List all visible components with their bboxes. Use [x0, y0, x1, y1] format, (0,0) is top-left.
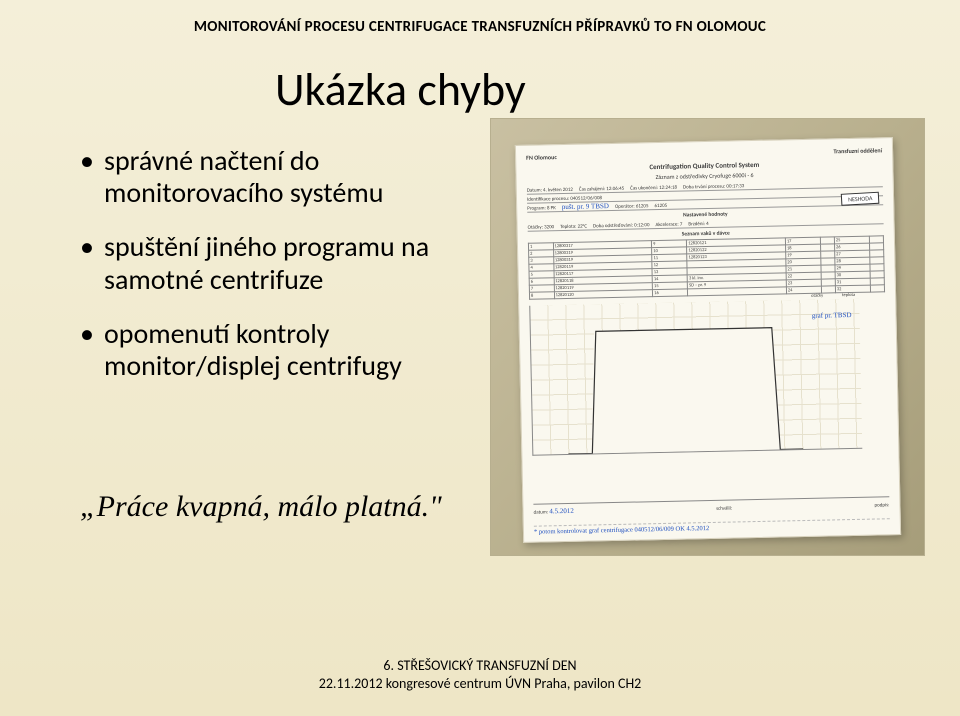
- chart-hand-note: graf pr. TBSD: [812, 311, 852, 320]
- page-header: MONITOROVÁNÍ PROCESU CENTRIFUGACE TRANSF…: [0, 0, 960, 36]
- legend-otacky: otáčky: [811, 294, 823, 299]
- signature-row: datum: 4.5.2012 schválil: podpis:: [533, 496, 889, 515]
- bag-cell: 8: [529, 292, 554, 300]
- form-operator: Operátor: 61205: [615, 203, 649, 210]
- form-photo: FN Olomouc Transfuzní oddělení Centrifug…: [490, 118, 925, 556]
- nastav-akce: Akcelerace: 7: [655, 222, 682, 229]
- bag-cell: 16: [653, 289, 688, 297]
- nastav-otacky: Otáčky: 3200: [528, 224, 555, 231]
- rpm-curve: [566, 319, 804, 454]
- neshoda-badge: NESHODA: [840, 192, 879, 206]
- footer-line-1: 6. STŘEŠOVICKÝ TRANSFUZNÍ DEN: [0, 657, 960, 675]
- sig-podpis: podpis:: [874, 502, 889, 508]
- bag-cell: [870, 285, 884, 292]
- printed-form: FN Olomouc Transfuzní oddělení Centrifug…: [515, 137, 901, 543]
- nastav-brzd: Brzdění: 4: [688, 221, 708, 227]
- nastav-doba: Doba odstřeďování: 0:12:00: [593, 222, 650, 229]
- bag-cell: 12820120: [554, 290, 653, 299]
- org-left: FN Olomouc: [526, 153, 557, 162]
- sig-datum-val: 4.5.2012: [549, 507, 574, 516]
- nastav-teplota: Teplota: 22°C: [560, 224, 587, 231]
- bullet-item: správné načtení do monitorovacího systém…: [80, 145, 475, 209]
- form-datum: Datum: 4. květen 2012: [527, 187, 573, 194]
- form-operator2: 61205: [654, 203, 667, 209]
- footer-line-2: 22.11.2012 kongresové centrum ÚVN Praha,…: [0, 675, 960, 693]
- bullet-list: správné načtení do monitorovacího systém…: [80, 145, 475, 404]
- slide-title: Ukázka chyby: [275, 62, 526, 118]
- bag-cell: 32: [835, 285, 870, 293]
- program-handwritten: pušt. pr. 9 TBSD: [562, 202, 609, 211]
- form-ukonceni: Čas ukončení: 12:24:18: [630, 185, 677, 192]
- form-trvani: Doba trvání procesu: 00:17:33: [683, 183, 744, 190]
- quote-text: „Práce kvapná, málo platná.": [80, 490, 442, 524]
- form-program: Program: 8 PK: [527, 205, 556, 212]
- bag-cell: [821, 286, 835, 293]
- rpm-chart: graf pr. TBSD otáčky teplota: [529, 299, 862, 456]
- legend-teplota: teplota: [842, 293, 855, 298]
- bottom-hand-note: * potom kontrolovat graf centrifugace 04…: [534, 518, 890, 535]
- bullet-item: opomenutí kontroly monitor/displej centr…: [80, 318, 475, 382]
- org-right: Transfuzní oddělení: [833, 146, 882, 155]
- page-footer: 6. STŘEŠOVICKÝ TRANSFUZNÍ DEN 22.11.2012…: [0, 657, 960, 692]
- form-zahajeni: Čas zahájení: 12:06:45: [579, 186, 624, 193]
- bullet-item: spuštění jiného programu na samotné cent…: [80, 231, 475, 295]
- sig-schvalil: schválil:: [716, 506, 732, 512]
- bag-cell: [688, 287, 787, 296]
- bag-table: 1128003179128201211725212800319101282012…: [528, 235, 885, 299]
- sig-datum-label: datum:: [534, 509, 549, 515]
- bag-cell: 24: [786, 286, 821, 294]
